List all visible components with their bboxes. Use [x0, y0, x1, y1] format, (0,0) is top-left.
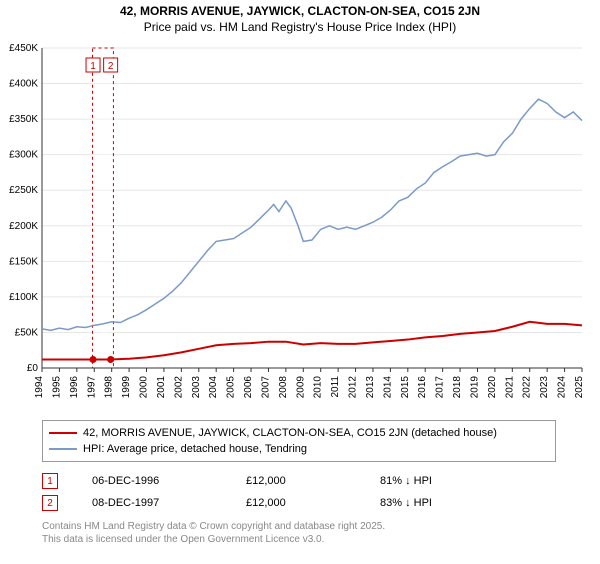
- legend-label: 42, MORRIS AVENUE, JAYWICK, CLACTON-ON-S…: [83, 427, 497, 439]
- events-table: 1 06-DEC-1996 £12,000 81% ↓ HPI 2 08-DEC…: [42, 470, 542, 514]
- svg-text:2021: 2021: [504, 376, 515, 399]
- event-date: 06-DEC-1996: [92, 475, 212, 487]
- event-price: £12,000: [246, 497, 346, 509]
- svg-text:2022: 2022: [522, 376, 533, 399]
- svg-text:£50K: £50K: [15, 327, 39, 338]
- legend-item-price-paid: 42, MORRIS AVENUE, JAYWICK, CLACTON-ON-S…: [49, 425, 549, 441]
- svg-text:£450K: £450K: [9, 43, 38, 54]
- svg-text:2014: 2014: [382, 376, 393, 399]
- svg-text:1997: 1997: [86, 376, 97, 399]
- svg-text:1996: 1996: [69, 376, 80, 399]
- svg-text:2024: 2024: [557, 376, 568, 399]
- svg-text:2016: 2016: [417, 376, 428, 399]
- svg-text:2003: 2003: [191, 376, 202, 399]
- footnote-line: Contains HM Land Registry data © Crown c…: [42, 520, 542, 533]
- svg-text:£100K: £100K: [9, 292, 38, 303]
- svg-text:2: 2: [108, 61, 114, 72]
- svg-text:2020: 2020: [487, 376, 498, 399]
- line-chart-svg: £0 £50K £100K £150K £200K £250K £300K £350K £400…: [0, 40, 592, 412]
- svg-text:£200K: £200K: [9, 221, 38, 232]
- svg-text:2002: 2002: [173, 376, 184, 399]
- svg-text:2019: 2019: [469, 376, 480, 399]
- svg-text:2009: 2009: [295, 376, 306, 399]
- event-delta: 83% ↓ HPI: [380, 497, 500, 509]
- svg-text:£400K: £400K: [9, 79, 38, 90]
- svg-text:2001: 2001: [156, 376, 167, 399]
- event-number-badge: 2: [42, 495, 58, 511]
- event-price: £12,000: [246, 475, 346, 487]
- svg-text:£300K: £300K: [9, 150, 38, 161]
- svg-text:1998: 1998: [104, 376, 115, 399]
- svg-text:2015: 2015: [400, 376, 411, 399]
- chart-subtitle: Price paid vs. HM Land Registry's House …: [0, 20, 600, 34]
- event-row: 1 06-DEC-1996 £12,000 81% ↓ HPI: [42, 470, 542, 492]
- legend-label: HPI: Average price, detached house, Tend…: [83, 443, 307, 455]
- svg-text:£350K: £350K: [9, 114, 38, 125]
- legend-swatch-price-paid: [49, 432, 77, 434]
- svg-text:2004: 2004: [208, 376, 219, 399]
- footnote-line: This data is licensed under the Open Gov…: [42, 533, 542, 546]
- svg-text:1995: 1995: [51, 376, 62, 399]
- svg-text:2000: 2000: [139, 376, 150, 399]
- chart-title-address: 42, MORRIS AVENUE, JAYWICK, CLACTON-ON-S…: [0, 4, 600, 18]
- legend-item-hpi: HPI: Average price, detached house, Tend…: [49, 441, 549, 457]
- svg-text:2012: 2012: [348, 376, 359, 399]
- svg-text:2005: 2005: [226, 376, 237, 399]
- svg-text:2010: 2010: [313, 376, 324, 399]
- event-date: 08-DEC-1997: [92, 497, 212, 509]
- svg-text:2013: 2013: [365, 376, 376, 399]
- svg-text:£150K: £150K: [9, 256, 38, 267]
- svg-text:1: 1: [90, 61, 96, 72]
- event-delta: 81% ↓ HPI: [380, 475, 500, 487]
- event-row: 2 08-DEC-1997 £12,000 83% ↓ HPI: [42, 492, 542, 514]
- svg-text:1999: 1999: [121, 376, 132, 399]
- svg-text:2017: 2017: [435, 376, 446, 399]
- svg-text:2007: 2007: [260, 376, 271, 399]
- svg-text:2008: 2008: [278, 376, 289, 399]
- legend-swatch-hpi: [49, 448, 77, 450]
- svg-text:2006: 2006: [243, 376, 254, 399]
- svg-text:£250K: £250K: [9, 185, 38, 196]
- svg-text:1994: 1994: [34, 376, 45, 399]
- chart-area: £0 £50K £100K £150K £200K £250K £300K £350K £400…: [0, 40, 600, 412]
- event-number-badge: 1: [42, 473, 58, 489]
- svg-text:2023: 2023: [539, 376, 550, 399]
- svg-text:2025: 2025: [574, 376, 585, 399]
- legend: 42, MORRIS AVENUE, JAYWICK, CLACTON-ON-S…: [42, 420, 556, 462]
- svg-text:2018: 2018: [452, 376, 463, 399]
- footnote: Contains HM Land Registry data © Crown c…: [42, 520, 542, 546]
- svg-text:2011: 2011: [330, 376, 341, 398]
- svg-text:£0: £0: [27, 363, 39, 374]
